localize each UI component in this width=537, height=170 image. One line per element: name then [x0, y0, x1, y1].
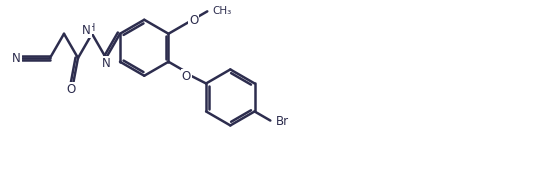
Text: N: N [82, 24, 91, 37]
Text: N: N [101, 57, 111, 70]
Text: O: O [189, 14, 198, 27]
Text: H: H [88, 23, 95, 33]
Text: O: O [67, 83, 76, 96]
Text: CH₃: CH₃ [212, 6, 231, 16]
Text: N: N [12, 52, 21, 64]
Text: O: O [182, 70, 191, 83]
Text: Br: Br [276, 115, 289, 128]
